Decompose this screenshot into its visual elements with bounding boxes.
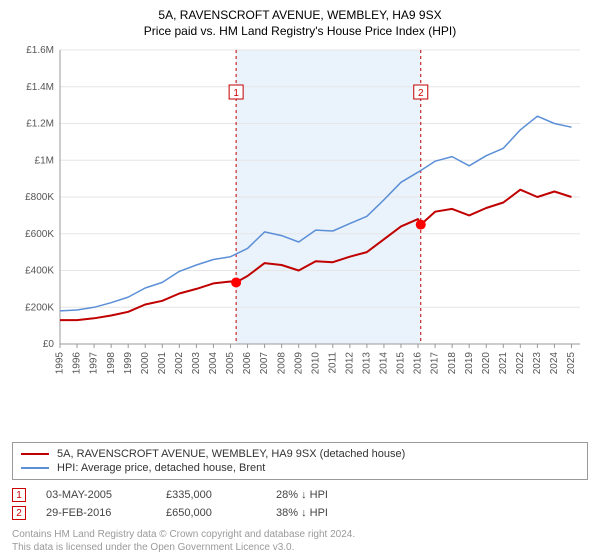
svg-text:2023: 2023 (532, 352, 543, 375)
svg-text:2002: 2002 (174, 352, 185, 375)
svg-text:1996: 1996 (72, 352, 83, 375)
legend: 5A, RAVENSCROFT AVENUE, WEMBLEY, HA9 9SX… (12, 442, 588, 480)
marker-pct: 28% ↓ HPI (276, 489, 366, 501)
chart-title: 5A, RAVENSCROFT AVENUE, WEMBLEY, HA9 9SX (12, 8, 588, 22)
svg-text:2003: 2003 (191, 352, 202, 375)
svg-text:2009: 2009 (293, 352, 304, 375)
svg-text:£1.2M: £1.2M (26, 119, 54, 130)
svg-text:1999: 1999 (123, 352, 134, 375)
footnote: Contains HM Land Registry data © Crown c… (12, 528, 588, 554)
svg-text:1: 1 (233, 88, 239, 99)
svg-text:2001: 2001 (157, 352, 168, 375)
svg-text:2: 2 (418, 88, 424, 99)
svg-text:2013: 2013 (362, 352, 373, 375)
svg-text:£400K: £400K (25, 266, 54, 277)
marker-number-badge: 1 (12, 488, 26, 502)
legend-label: HPI: Average price, detached house, Bren… (57, 462, 265, 474)
svg-text:2024: 2024 (549, 352, 560, 375)
legend-label: 5A, RAVENSCROFT AVENUE, WEMBLEY, HA9 9SX… (57, 448, 405, 460)
svg-text:2012: 2012 (344, 352, 355, 375)
svg-text:1997: 1997 (89, 352, 100, 375)
svg-text:£800K: £800K (25, 192, 54, 203)
marker-date: 29-FEB-2016 (46, 507, 146, 519)
marker-row: 2 29-FEB-2016 £650,000 38% ↓ HPI (12, 504, 588, 522)
marker-table: 1 03-MAY-2005 £335,000 28% ↓ HPI 2 29-FEB-201… (12, 486, 588, 522)
svg-text:2018: 2018 (447, 352, 458, 375)
chart-subtitle: Price paid vs. HM Land Registry's House … (12, 24, 588, 38)
marker-number-badge: 2 (12, 506, 26, 520)
svg-text:£200K: £200K (25, 302, 54, 313)
svg-text:2021: 2021 (498, 352, 509, 375)
svg-text:2004: 2004 (208, 352, 219, 375)
svg-text:2010: 2010 (310, 352, 321, 375)
marker-date: 03-MAY-2005 (46, 489, 146, 501)
svg-text:2015: 2015 (396, 352, 407, 375)
svg-text:£600K: £600K (25, 229, 54, 240)
svg-text:2011: 2011 (327, 352, 338, 374)
legend-swatch (21, 453, 49, 455)
marker-price: £335,000 (166, 489, 256, 501)
marker-price: £650,000 (166, 507, 256, 519)
svg-text:1995: 1995 (55, 352, 66, 375)
marker-row: 1 03-MAY-2005 £335,000 28% ↓ HPI (12, 486, 588, 504)
marker-pct: 38% ↓ HPI (276, 507, 366, 519)
svg-text:£0: £0 (43, 339, 55, 350)
footnote-line-2: This data is licensed under the Open Gov… (12, 541, 588, 554)
svg-text:2016: 2016 (413, 352, 424, 375)
svg-text:2006: 2006 (242, 352, 253, 375)
svg-text:£1M: £1M (35, 155, 54, 166)
svg-text:2005: 2005 (225, 352, 236, 375)
svg-text:2025: 2025 (566, 352, 577, 375)
svg-text:£1.6M: £1.6M (26, 46, 54, 56)
svg-text:1998: 1998 (106, 352, 117, 375)
line-chart: £0 £200K £400K £600K £800K £1M £1.2M £1.4M £1.6M… (12, 46, 588, 376)
svg-text:2022: 2022 (515, 352, 526, 375)
legend-item: HPI: Average price, detached house, Bren… (21, 461, 579, 475)
legend-item: 5A, RAVENSCROFT AVENUE, WEMBLEY, HA9 9SX… (21, 447, 579, 461)
svg-text:2014: 2014 (379, 352, 390, 375)
svg-text:2007: 2007 (259, 352, 270, 375)
svg-text:£1.4M: £1.4M (26, 82, 54, 93)
svg-text:2020: 2020 (481, 352, 492, 375)
chart-area: £0 £200K £400K £600K £800K £1M £1.2M £1.4M £1.6M… (12, 46, 588, 436)
svg-text:2008: 2008 (276, 352, 287, 375)
footnote-line-1: Contains HM Land Registry data © Crown c… (12, 528, 588, 541)
svg-text:2000: 2000 (140, 352, 151, 375)
svg-text:2017: 2017 (430, 352, 441, 375)
legend-swatch (21, 467, 49, 469)
svg-text:2019: 2019 (464, 352, 475, 375)
